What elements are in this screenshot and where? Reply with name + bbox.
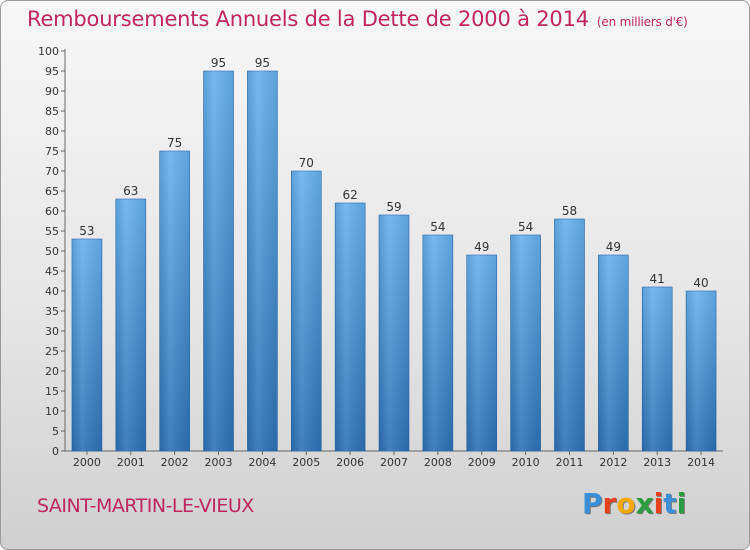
logo-letter: i	[653, 487, 664, 520]
bar-shade	[291, 171, 322, 451]
y-tick-label: 60	[45, 205, 59, 218]
y-tick-label: 40	[45, 285, 59, 298]
x-tick-label: 2013	[643, 456, 671, 469]
y-tick-label: 80	[45, 125, 59, 138]
bar-value-label: 49	[606, 240, 621, 254]
logo-letter: r	[602, 487, 617, 520]
x-tick-label: 2001	[117, 456, 145, 469]
x-tick-label: 2005	[292, 456, 320, 469]
proxiti-logo: Proxiti	[582, 487, 686, 520]
bar-value-label: 95	[211, 56, 226, 70]
bar-shade	[379, 215, 409, 451]
bar-value-label: 62	[342, 188, 357, 202]
bar-shade	[247, 71, 278, 451]
y-tick-label: 90	[45, 85, 59, 98]
bar-shade	[554, 219, 585, 451]
bar-shade	[466, 255, 497, 451]
y-tick-label: 45	[45, 265, 59, 278]
x-tick-label: 2002	[161, 456, 189, 469]
bar-value-label: 54	[518, 220, 533, 234]
y-tick-label: 75	[45, 145, 59, 158]
x-tick-label: 2004	[248, 456, 276, 469]
y-tick-label: 65	[45, 185, 59, 198]
y-tick-label: 10	[45, 405, 59, 418]
y-tick-label: 25	[45, 345, 59, 358]
bar-shade	[642, 287, 673, 451]
x-tick-label: 2012	[599, 456, 627, 469]
bar-value-label: 53	[79, 224, 94, 238]
bar-shade	[510, 235, 541, 451]
town-name: SAINT-MARTIN-LE-VIEUX	[37, 495, 254, 517]
bar-shade	[422, 235, 453, 451]
logo-letter: P	[582, 487, 603, 520]
bar-value-label: 54	[430, 220, 445, 234]
chart-unit-label: (en milliers d'€)	[596, 15, 688, 29]
y-tick-label: 85	[45, 105, 59, 118]
y-tick-label: 30	[45, 325, 59, 338]
x-tick-label: 2000	[73, 456, 101, 469]
bar-value-label: 41	[650, 272, 665, 286]
logo-letter: o	[616, 487, 636, 520]
y-tick-label: 95	[45, 65, 59, 78]
bar-shade	[203, 71, 234, 451]
logo-letter: x	[635, 487, 654, 520]
chart-title-text: Remboursements Annuels de la Dette de 20…	[27, 7, 589, 31]
y-tick-label: 70	[45, 165, 59, 178]
bar-shade	[115, 199, 146, 451]
bar-value-label: 49	[474, 240, 489, 254]
y-tick-label: 50	[45, 245, 59, 258]
bar-value-label: 40	[693, 276, 708, 290]
bar-value-label: 95	[255, 56, 270, 70]
logo-letter: t	[663, 487, 677, 520]
y-tick-label: 35	[45, 305, 59, 318]
bar-shade	[686, 291, 717, 451]
bar-value-label: 63	[123, 184, 138, 198]
y-tick-label: 55	[45, 225, 59, 238]
chart-title: Remboursements Annuels de la Dette de 20…	[27, 7, 688, 31]
y-tick-label: 5	[52, 425, 59, 438]
x-tick-label: 2006	[336, 456, 364, 469]
x-tick-label: 2010	[512, 456, 540, 469]
bar-shade	[335, 203, 366, 451]
bar-shade	[71, 239, 102, 451]
y-tick-label: 15	[45, 385, 59, 398]
y-tick-label: 0	[52, 445, 59, 458]
x-tick-label: 2008	[424, 456, 452, 469]
x-tick-label: 2003	[205, 456, 233, 469]
logo-letter: i	[676, 487, 687, 520]
bar-value-label: 70	[299, 156, 314, 170]
y-tick-label: 100	[38, 45, 59, 58]
y-tick-label: 20	[45, 365, 59, 378]
x-tick-label: 2007	[380, 456, 408, 469]
bar-shade	[598, 255, 629, 451]
bar-value-label: 59	[386, 200, 401, 214]
bar-value-label: 58	[562, 204, 577, 218]
x-tick-label: 2011	[555, 456, 583, 469]
bar-shade	[159, 151, 190, 451]
bar-value-label: 75	[167, 136, 182, 150]
x-tick-label: 2014	[687, 456, 715, 469]
x-tick-label: 2009	[468, 456, 496, 469]
